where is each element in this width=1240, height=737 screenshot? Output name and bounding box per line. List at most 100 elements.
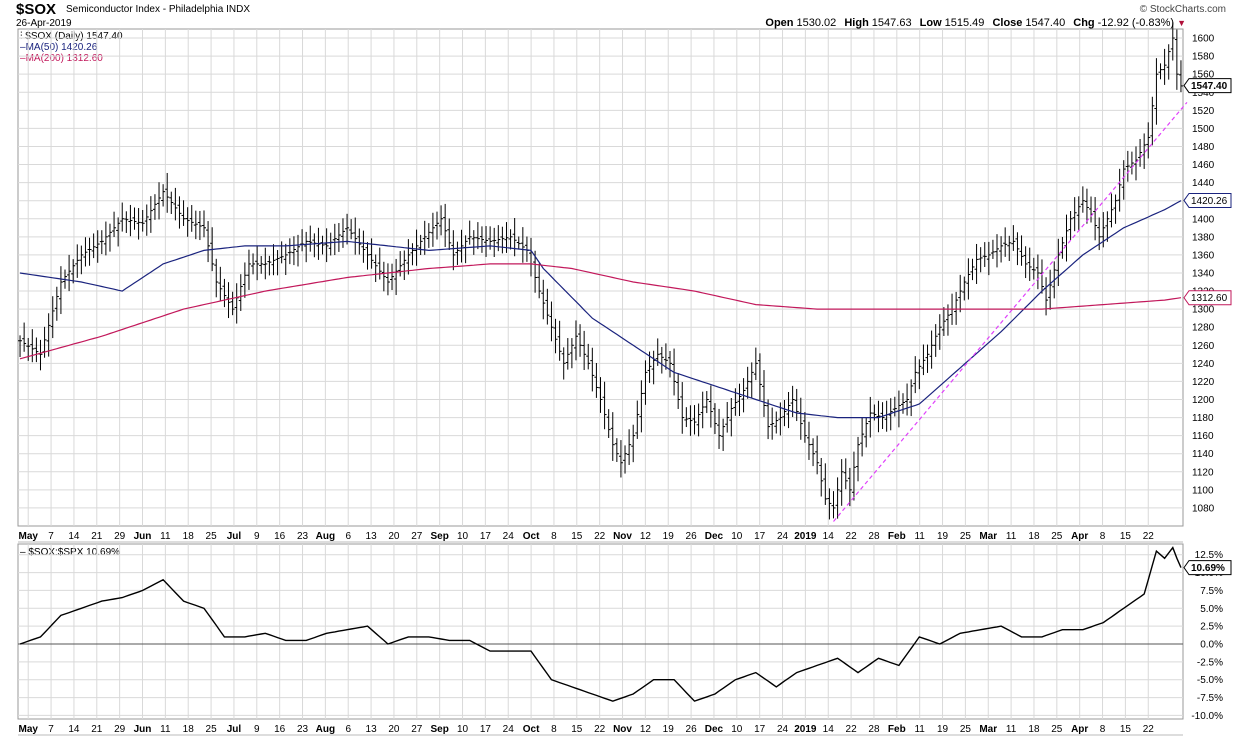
legend-ma200-label: MA(200) 1312.60 — [25, 53, 103, 64]
ratio-x-tick-label: 25 — [1051, 724, 1063, 735]
ratio-x-tick-label: 7 — [48, 724, 54, 735]
ratio-x-tick-label: Apr — [1071, 724, 1088, 735]
down-triangle-icon: ▼ — [1177, 18, 1186, 28]
ratio-x-tick-label: 11 — [160, 724, 171, 735]
ratio-x-tick-label: Oct — [523, 724, 540, 735]
main-x-tick-label: 7 — [48, 531, 54, 542]
main-x-tick-label: 14 — [823, 531, 835, 542]
main-y-tick-label: 1220 — [1192, 377, 1215, 388]
chart-header: $SOX Semiconductor Index - Philadelphia … — [16, 0, 1226, 30]
ratio-line — [19, 546, 1182, 702]
ohlc-summary: Open 1530.02 High 1547.63 Low 1515.49 Close… — [760, 17, 1186, 29]
main-x-tick-label: 11 — [1006, 531, 1017, 542]
main-x-tick-label: Oct — [523, 531, 540, 542]
legend-ma50: –MA(50) 1420.26 — [20, 42, 97, 53]
ratio-x-tick-label: 8 — [551, 724, 557, 735]
main-x-tick-label: 17 — [754, 531, 766, 542]
main-y-tick-label: 1120 — [1192, 467, 1214, 478]
main-x-tick-label: Nov — [613, 531, 632, 542]
ratio-tag-label: 10.69% — [1191, 563, 1225, 574]
main-x-tick-label: 25 — [1051, 531, 1063, 542]
main-y-tick-label: 1460 — [1192, 160, 1215, 171]
main-x-tick-label: 13 — [366, 531, 378, 542]
close-label: Close — [992, 17, 1023, 29]
ratio-x-tick-label: Sep — [430, 724, 448, 735]
ratio-x-tick-label: 17 — [480, 724, 492, 735]
ratio-plot-frame — [17, 543, 1184, 720]
main-y-tick-label: 1140 — [1192, 449, 1214, 460]
main-x-tick-label: 24 — [777, 531, 789, 542]
ratio-x-tick-label: 2019 — [794, 724, 817, 735]
ratio-y-tick-label: -7.5% — [1197, 693, 1223, 704]
ratio-x-tick-label: 25 — [206, 724, 218, 735]
main-x-tick-label: 29 — [114, 531, 126, 542]
main-y-tick-label: 1380 — [1192, 232, 1215, 243]
main-x-tick-label: 26 — [686, 531, 698, 542]
main-x-tick-label: 12 — [640, 531, 652, 542]
main-x-tick-label: Feb — [888, 531, 906, 542]
main-y-tick-label: 1600 — [1192, 34, 1215, 45]
chg-label: Chg — [1073, 17, 1095, 29]
ratio-x-tick-label: 27 — [411, 724, 423, 735]
ohlc-bars — [18, 22, 1183, 520]
ratio-x-tick-label: 14 — [823, 724, 835, 735]
ratio-x-tick-label: 9 — [254, 724, 260, 735]
main-x-tick-label: 24 — [503, 531, 515, 542]
main-y-tick-label: 1280 — [1192, 323, 1215, 334]
main-y-tick-label: 1580 — [1192, 52, 1215, 63]
main-y-tick-label: 1560 — [1192, 70, 1215, 81]
main-y-tick-label: 1340 — [1192, 268, 1215, 279]
ratio-x-tick-label: 23 — [297, 724, 309, 735]
ratio-x-tick-label: 11 — [914, 724, 925, 735]
ratio-x-tick-label: 17 — [754, 724, 766, 735]
ratio-x-tick-label: May — [18, 724, 38, 735]
price-tag-label: 1547.40 — [1191, 81, 1228, 92]
main-x-tick-label: 22 — [846, 531, 858, 542]
ratio-line-icon: – — [20, 547, 29, 558]
main-x-tick-label: 28 — [868, 531, 880, 542]
main-x-tick-label: 27 — [411, 531, 423, 542]
ma50-line-icon: – — [20, 42, 26, 53]
main-x-tick-label: 19 — [937, 531, 949, 542]
ratio-x-tick-label: 22 — [846, 724, 858, 735]
ma50-tag-box — [1183, 192, 1232, 208]
ratio-x-tick-label: 14 — [68, 724, 80, 735]
main-y-tick-label: 1200 — [1192, 395, 1215, 406]
main-x-tick-label: Aug — [316, 531, 335, 542]
main-x-tick-label: Jul — [227, 531, 242, 542]
ratio-x-tick-label: 28 — [868, 724, 880, 735]
ma200-tag-label: 1312.60 — [1191, 293, 1228, 304]
main-y-tick-label: 1520 — [1192, 106, 1215, 117]
main-x-tick-label: 20 — [388, 531, 400, 542]
ratio-x-tick-label: 19 — [663, 724, 675, 735]
main-x-tick-label: 11 — [160, 531, 171, 542]
main-y-tick-label: 1540 — [1192, 88, 1215, 99]
ratio-x-tick-label: 11 — [1006, 724, 1017, 735]
main-y-tick-label: 1240 — [1192, 359, 1215, 370]
ratio-y-tick-label: -5.0% — [1197, 675, 1223, 686]
trendline — [833, 101, 1188, 522]
main-x-tick-label: 2019 — [794, 531, 817, 542]
main-x-tick-label: 21 — [91, 531, 103, 542]
main-x-tick-label: 8 — [551, 531, 557, 542]
ratio-y-tick-label: 2.5% — [1200, 622, 1223, 633]
symbol-description: Semiconductor Index - Philadelphia INDX — [66, 4, 250, 15]
ma200-line-icon: – — [20, 53, 26, 64]
chg-value: -12.92 (-0.83%) — [1097, 17, 1175, 29]
main-x-tick-label: 23 — [297, 531, 309, 542]
ratio-x-tick-label: 10 — [457, 724, 469, 735]
ratio-x-tick-label: 12 — [640, 724, 652, 735]
main-x-tick-label: 15 — [1120, 531, 1132, 542]
ratio-x-tick-label: 6 — [345, 724, 351, 735]
ratio-x-tick-label: 16 — [274, 724, 286, 735]
main-x-tick-label: 11 — [914, 531, 925, 542]
ratio-x-tick-label: 22 — [594, 724, 606, 735]
open-label: Open — [765, 17, 794, 29]
low-label: Low — [919, 17, 942, 29]
legend-ma200: –MA(200) 1312.60 — [20, 53, 103, 64]
main-y-tick-label: 1440 — [1192, 178, 1215, 189]
main-y-tick-label: 1360 — [1192, 250, 1215, 261]
ma200-line — [19, 263, 1182, 360]
ratio-y-tick-label: 0.0% — [1200, 640, 1223, 651]
main-x-tick-label: 14 — [68, 531, 80, 542]
